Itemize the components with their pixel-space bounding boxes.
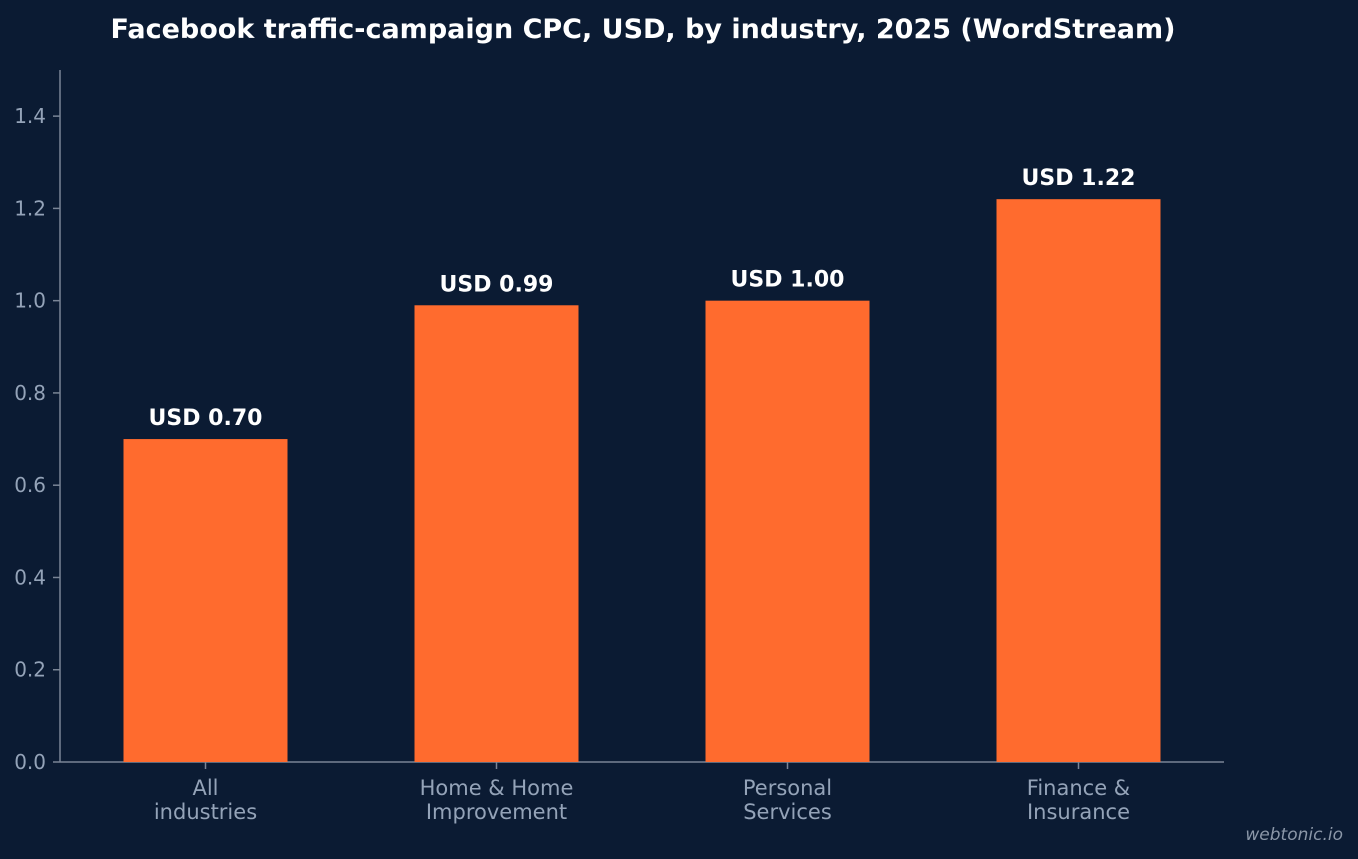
y-tick-label: 0.0 <box>14 750 46 774</box>
x-tick-label: Home & Home Improvement <box>420 776 574 824</box>
x-axis: All industries Home & Home Improvement Perso… <box>60 761 1224 824</box>
y-tick-label: 0.6 <box>14 473 46 497</box>
x-tick-label: Finance & Insurance <box>1027 776 1130 824</box>
chart-title: Facebook traffic-campaign CPC, USD, by i… <box>111 14 1176 45</box>
watermark: webtonic.io <box>1245 825 1343 845</box>
y-tick-label: 1.2 <box>14 196 46 220</box>
bar-data-label: USD 0.70 <box>149 406 263 431</box>
y-tick-label: 0.8 <box>14 381 46 405</box>
y-tick-label: 1.0 <box>14 289 46 313</box>
bars: USD 0.70 USD 0.99 USD 1.00 USD 1.22 <box>123 166 1161 762</box>
bar-data-label: USD 0.99 <box>440 272 554 297</box>
bar-data-label: USD 1.00 <box>731 268 845 293</box>
y-tick-label: 1.4 <box>14 104 46 128</box>
x-tick-label: All industries <box>154 776 257 824</box>
y-tick-label: 0.2 <box>14 658 46 682</box>
bar <box>123 439 288 762</box>
bar <box>705 300 870 762</box>
bar <box>414 305 579 762</box>
y-tick-label: 0.4 <box>14 565 46 589</box>
bar <box>996 199 1161 762</box>
x-tick-label: Personal Services <box>743 776 832 824</box>
y-axis: 0.0 0.2 0.4 0.6 0.8 1.0 1.2 1.4 <box>14 70 61 774</box>
bar-data-label: USD 1.22 <box>1022 166 1136 191</box>
